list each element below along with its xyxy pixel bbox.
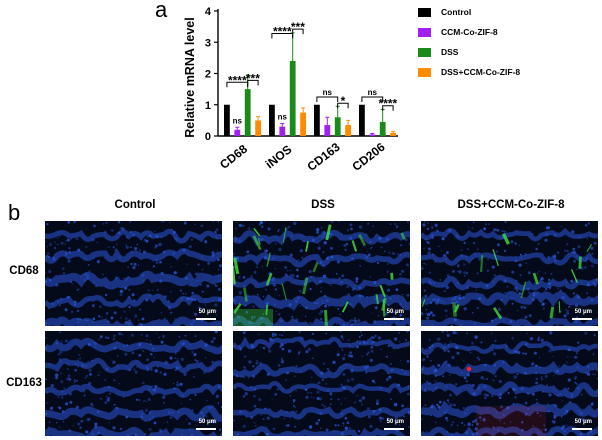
bar-chart: 0 1 2 3 4 Relative mRNA level CD68 iNOS CD163 CD2… bbox=[183, 6, 398, 174]
significance-label: **** bbox=[273, 25, 292, 39]
y-tick-label: 3 bbox=[205, 37, 211, 49]
significance-bracket bbox=[316, 96, 339, 102]
tissue-image bbox=[45, 221, 222, 326]
tissue-image bbox=[421, 331, 598, 436]
bar-cd206-0 bbox=[359, 104, 365, 136]
y-tick-label: 4 bbox=[205, 6, 212, 18]
tissue-image bbox=[421, 221, 598, 326]
scale-bar-label: 50 μm bbox=[198, 309, 216, 315]
scale-bar-label: 50 μm bbox=[198, 419, 216, 425]
bar-cd163-0 bbox=[314, 104, 320, 136]
bar-inos-1 bbox=[279, 126, 286, 136]
scale-bar bbox=[196, 428, 216, 430]
column-header-dss-ccm: DSS+CCM-Co-ZIF-8 bbox=[457, 199, 565, 211]
x-tick-label: CD163 bbox=[305, 140, 343, 174]
bar-inos-2 bbox=[289, 61, 296, 136]
legend-item: DSS+CCM-Co-ZIF-8 bbox=[418, 66, 598, 78]
scale-bar bbox=[196, 318, 216, 320]
panel-a-letter: a bbox=[155, 0, 168, 22]
bar-cd206-3 bbox=[390, 132, 396, 136]
legend-swatch bbox=[418, 7, 431, 17]
legend-label: DSS+CCM-Co-ZIF-8 bbox=[441, 67, 521, 77]
bar-cd68-3 bbox=[255, 120, 261, 136]
significance-bracket bbox=[361, 96, 384, 102]
bar-cd68-0 bbox=[224, 104, 230, 136]
row-label-cd68: CD68 bbox=[9, 265, 39, 277]
scale-bar-label: 50 μm bbox=[574, 419, 592, 425]
significance-bracket bbox=[292, 28, 304, 35]
bar-cd163-3 bbox=[345, 125, 351, 136]
legend-item: DSS bbox=[418, 46, 598, 58]
scale-bar-label: 50 μm bbox=[574, 309, 592, 315]
bar-cd206-2 bbox=[379, 121, 386, 136]
tissue-image bbox=[45, 331, 222, 436]
bar-cd68-1 bbox=[234, 129, 241, 136]
scale-bar-label: 50 μm bbox=[386, 419, 404, 425]
micrograph-cd68-2: 50 μm bbox=[421, 221, 598, 326]
scale-bar-label: 50 μm bbox=[386, 309, 404, 315]
legend-label: Control bbox=[441, 7, 472, 17]
significance-bracket bbox=[271, 33, 294, 39]
bar-cd68-2 bbox=[244, 89, 251, 136]
tissue-image bbox=[233, 221, 410, 326]
bar-cd163-1 bbox=[324, 125, 331, 136]
scale-bar bbox=[572, 428, 592, 430]
y-tick-label: 2 bbox=[205, 69, 211, 81]
significance-bracket bbox=[337, 102, 349, 109]
significance-bracket bbox=[382, 105, 394, 111]
x-tick-label: CD68 bbox=[217, 142, 250, 172]
bar-cd163-2 bbox=[334, 117, 341, 136]
legend-swatch bbox=[418, 67, 431, 77]
panel-b-letter: b bbox=[8, 200, 21, 225]
scale-bar bbox=[384, 428, 404, 430]
micrograph-cd68-1: 50 μm bbox=[233, 221, 410, 326]
legend-item: CCM-Co-ZIF-8 bbox=[418, 26, 598, 38]
significance-label: ns bbox=[323, 88, 333, 97]
column-header-dss: DSS bbox=[311, 199, 335, 211]
scale-bar bbox=[384, 318, 404, 320]
x-tick-label: CD206 bbox=[350, 140, 388, 174]
micrograph-cd163-0: 50 μm bbox=[45, 331, 222, 436]
micrograph-cd163-2: 50 μm bbox=[421, 331, 598, 436]
x-tick-label: iNOS bbox=[263, 142, 295, 171]
row-label-cd163: CD163 bbox=[6, 377, 42, 389]
tissue-image bbox=[233, 331, 410, 436]
y-tick-label: 1 bbox=[205, 100, 211, 112]
scale-bar bbox=[572, 318, 592, 320]
legend-label: CCM-Co-ZIF-8 bbox=[441, 27, 498, 37]
bar-cd206-1 bbox=[369, 134, 376, 136]
significance-label: ns bbox=[233, 116, 243, 125]
significance-bracket bbox=[247, 79, 259, 86]
significance-label: ns bbox=[278, 113, 288, 122]
column-header-control: Control bbox=[114, 199, 156, 211]
significance-label: *** bbox=[246, 71, 260, 85]
significance-label: * bbox=[341, 94, 346, 108]
micrograph-cd163-1: 50 μm bbox=[233, 331, 410, 436]
micrograph-cd68-0: 50 μm bbox=[45, 221, 222, 326]
significance-label: **** bbox=[228, 73, 247, 87]
bar-inos-0 bbox=[269, 104, 275, 136]
bar-inos-3 bbox=[300, 112, 306, 136]
significance-label: *** bbox=[291, 20, 305, 34]
significance-label: **** bbox=[379, 97, 398, 111]
legend-swatch bbox=[418, 27, 431, 37]
significance-label: ns bbox=[368, 88, 378, 97]
y-tick-label: 0 bbox=[205, 131, 211, 143]
y-axis-label: Relative mRNA level bbox=[183, 17, 197, 137]
legend-swatch bbox=[418, 47, 431, 57]
legend-item: Control bbox=[418, 6, 598, 18]
legend-label: DSS bbox=[441, 47, 459, 57]
